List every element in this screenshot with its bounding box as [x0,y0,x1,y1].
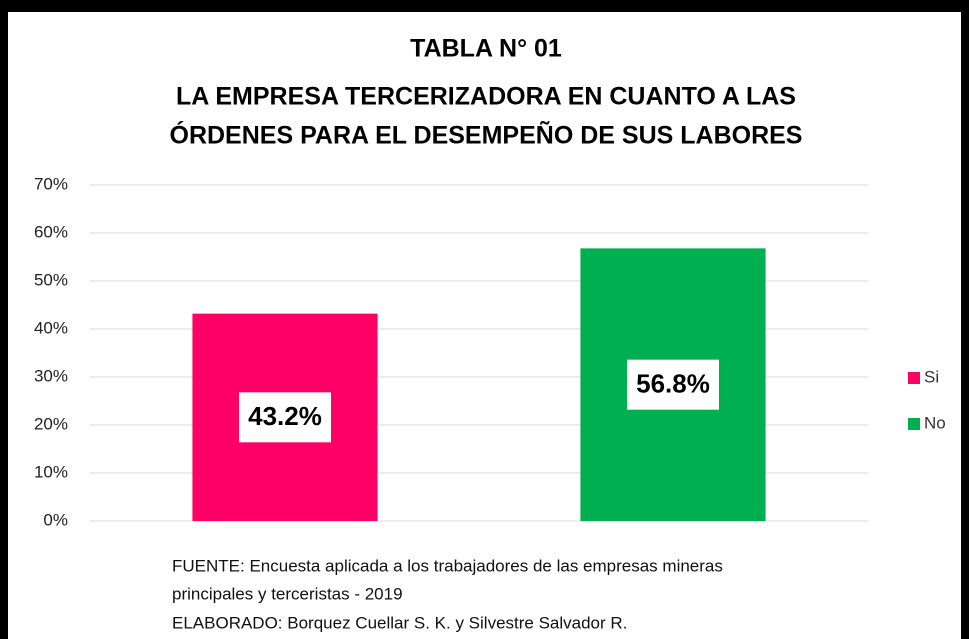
y-tick-label: 0% [43,510,68,529]
legend-swatch [908,372,920,384]
value-label-box [626,359,719,410]
value-label: 56.8% [636,369,710,399]
note: ELABORADO: Borquez Cuellar S. K. y Silve… [172,613,627,632]
legend-label: No [924,413,946,432]
y-tick-label: 70% [34,174,68,193]
y-tick-label: 10% [34,462,68,481]
note: principales y terceristas - 2019 [172,584,403,603]
y-tick-label: 20% [34,414,68,433]
chart-title: ÓRDENES PARA EL DESEMPEÑO DE SUS LABORES [170,120,803,150]
y-tick-label: 30% [34,366,68,385]
chart-frame [8,12,961,639]
value-label-box [239,392,332,443]
chart-title: LA EMPRESA TERCERIZADORA EN CUANTO A LAS [176,83,796,111]
note: FUENTE: Encuesta aplicada a los trabajad… [172,556,723,575]
legend-swatch [908,418,920,430]
y-tick-label: 50% [34,270,68,289]
legend-label: Si [924,367,939,386]
y-tick-label: 60% [34,222,68,241]
chart-title: TABLA N° 01 [410,35,562,63]
value-label: 43.2% [248,401,322,431]
y-tick-label: 40% [34,318,68,337]
